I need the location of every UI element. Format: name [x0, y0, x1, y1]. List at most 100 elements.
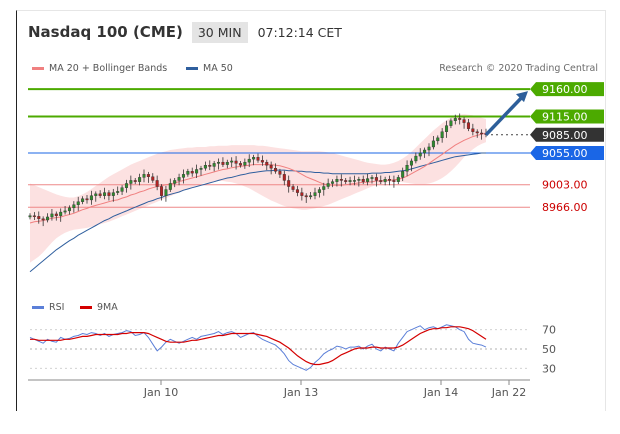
- candle-body: [85, 198, 89, 201]
- instrument-title: Nasdaq 100 (CME): [28, 23, 183, 41]
- candle: [76, 196, 80, 211]
- candle-body: [129, 180, 133, 184]
- candle-body: [291, 186, 295, 190]
- candle: [335, 175, 339, 187]
- candle-body: [339, 179, 343, 181]
- candle-body: [379, 180, 383, 182]
- legend-rsi: RSI: [32, 302, 64, 313]
- candle-body: [247, 158, 251, 163]
- candle-body: [374, 177, 378, 181]
- candle-body: [335, 179, 339, 182]
- ma50-swatch: [186, 67, 198, 70]
- price-tag-label: 9115.00: [542, 111, 588, 124]
- candle-body: [300, 192, 304, 196]
- candle-body: [133, 180, 137, 182]
- candle: [186, 168, 190, 177]
- candle-body: [238, 163, 242, 166]
- 9ma-line: [30, 326, 487, 366]
- candle-body: [111, 192, 115, 196]
- ma20-swatch: [32, 67, 44, 70]
- candle: [208, 160, 212, 171]
- candle: [133, 178, 137, 185]
- candle: [278, 168, 282, 178]
- 9ma-swatch: [80, 306, 92, 309]
- candle: [466, 118, 470, 132]
- candle: [326, 178, 330, 189]
- candle-body: [50, 213, 54, 218]
- candle: [436, 135, 440, 145]
- candle: [462, 117, 466, 129]
- candle: [445, 120, 449, 138]
- candle: [59, 208, 63, 222]
- price-tag-label: 9055.00: [542, 147, 588, 160]
- candle-body: [116, 191, 120, 193]
- candle-body: [462, 119, 466, 123]
- candle-body: [190, 171, 194, 174]
- candle: [274, 163, 278, 174]
- candle: [155, 175, 159, 191]
- candle-body: [348, 180, 352, 182]
- ma20-line: [29, 132, 487, 224]
- candle-body: [414, 155, 418, 162]
- x-tick-label: Jan 22: [491, 386, 526, 399]
- candle: [339, 174, 343, 187]
- rsi-tick-label: 30: [542, 362, 556, 375]
- interval-badge[interactable]: 30 MIN: [191, 21, 248, 43]
- price-tag-bg: [530, 146, 604, 161]
- candle: [46, 213, 50, 223]
- candle: [221, 157, 225, 168]
- candle-body: [436, 137, 440, 142]
- candle: [458, 113, 462, 125]
- candle-body: [54, 213, 58, 216]
- candle: [357, 176, 361, 187]
- candle: [50, 209, 54, 221]
- candle-body: [361, 179, 365, 182]
- candle-body: [98, 193, 102, 196]
- candle: [168, 178, 172, 192]
- candle: [392, 175, 396, 188]
- candle-body: [309, 195, 313, 198]
- candle: [370, 174, 374, 184]
- candle-body: [449, 120, 453, 126]
- price-tag-9160-00: 9160.00: [530, 82, 604, 97]
- candle: [388, 175, 392, 186]
- candle-body: [287, 180, 291, 187]
- research-credit: Research © 2020 Trading Central: [439, 63, 598, 74]
- candle-body: [366, 178, 370, 182]
- candle: [247, 154, 251, 168]
- legend-ma20-bb: MA 20 + Bollinger Bands: [32, 63, 167, 74]
- candle: [309, 192, 313, 200]
- candle-body: [225, 161, 229, 165]
- candle-body: [107, 192, 111, 196]
- legend-ma20-label: MA 20 + Bollinger Bands: [49, 63, 168, 74]
- candle-body: [326, 183, 330, 187]
- candle: [282, 170, 286, 186]
- candle: [195, 164, 199, 178]
- price-tag-bg: [530, 82, 604, 97]
- candle: [63, 206, 67, 215]
- candle: [322, 182, 326, 196]
- candle: [427, 143, 431, 157]
- candle-body: [423, 149, 427, 154]
- price-tag-9085-00: 9085.00: [530, 127, 604, 142]
- legend-ma50-label: MA 50: [203, 63, 233, 74]
- candle-body: [440, 131, 444, 139]
- candle-body: [138, 177, 142, 182]
- candle-body: [177, 177, 181, 181]
- candle: [295, 185, 299, 197]
- timestamp: 07:12:14 CET: [257, 24, 342, 40]
- candle: [234, 156, 238, 170]
- candle: [81, 196, 85, 205]
- candle-body: [208, 165, 212, 167]
- candle-body: [181, 174, 185, 178]
- candle: [72, 201, 76, 213]
- candle-body: [304, 195, 308, 198]
- candle-body: [344, 180, 348, 182]
- candle-body: [409, 160, 413, 166]
- candle-body: [76, 201, 80, 205]
- candle-body: [453, 118, 457, 121]
- candle: [243, 158, 247, 169]
- candle: [54, 211, 58, 221]
- candle-body: [274, 168, 278, 172]
- candle-body: [37, 216, 41, 219]
